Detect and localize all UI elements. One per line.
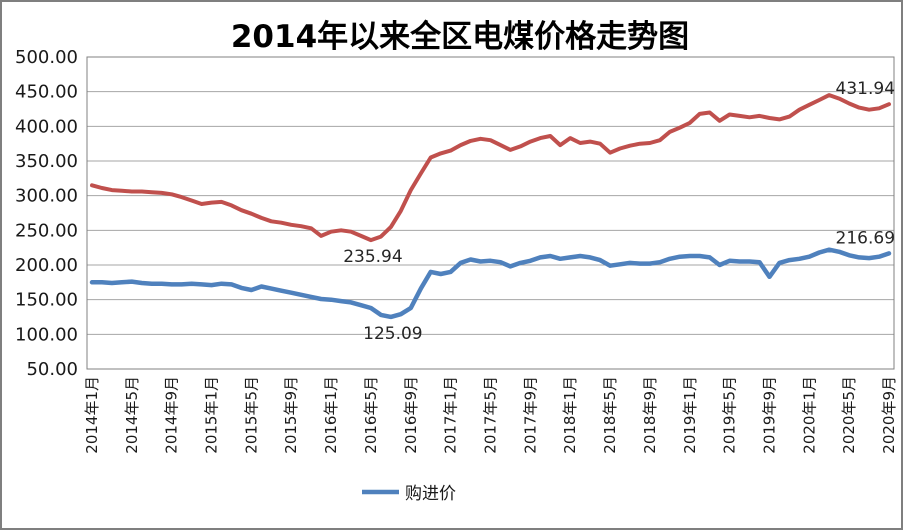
data-label: 125.09 bbox=[363, 324, 422, 344]
data-labels-layer: 235.94 125.09 431.94 216.69 bbox=[343, 79, 895, 344]
y-tick-label: 200.00 bbox=[15, 255, 78, 276]
x-tick-label: 2019年9月 bbox=[760, 376, 778, 454]
y-tick-label: 500.00 bbox=[15, 47, 78, 68]
x-tick-label: 2017年5月 bbox=[482, 376, 500, 454]
x-tick-label: 2015年9月 bbox=[282, 376, 300, 454]
chart-title: 2014年以来全区电煤价格走势图 bbox=[231, 19, 689, 55]
y-tick-label: 450.00 bbox=[15, 82, 78, 103]
x-tick-label: 2018年9月 bbox=[641, 376, 659, 454]
data-label: 235.94 bbox=[343, 247, 402, 267]
x-tick-label: 2016年1月 bbox=[322, 376, 340, 454]
data-label: 431.94 bbox=[836, 79, 895, 99]
y-tick-label: 350.00 bbox=[15, 151, 78, 172]
plot-area-border bbox=[86, 56, 895, 370]
x-tick-label: 2016年9月 bbox=[402, 376, 420, 454]
series-line-0[interactable] bbox=[89, 247, 892, 320]
axis-labels-layer: 500.00 450.00 400.00 350.00 300.00 250.00 200.… bbox=[15, 47, 898, 454]
x-tick-label: 2014年1月 bbox=[83, 376, 101, 454]
y-tick-label: 300.00 bbox=[15, 186, 78, 207]
x-tick-label: 2017年1月 bbox=[442, 376, 460, 454]
x-tick-label: 2019年1月 bbox=[681, 376, 699, 454]
y-tick-label: 100.00 bbox=[15, 324, 78, 345]
x-tick-label: 2020年5月 bbox=[840, 376, 858, 454]
x-tick-label: 2014年9月 bbox=[163, 376, 181, 454]
y-tick-label: 50.00 bbox=[26, 359, 78, 380]
x-tick-label: 2019年5月 bbox=[721, 376, 739, 454]
gridlines-layer bbox=[87, 91, 894, 335]
x-tick-label: 2018年1月 bbox=[561, 376, 579, 454]
x-tick-label: 2014年5月 bbox=[123, 376, 141, 454]
legend-label: 购进价 bbox=[405, 484, 456, 504]
y-tick-label: 250.00 bbox=[15, 220, 78, 241]
x-tick-label: 2015年1月 bbox=[203, 376, 221, 454]
x-tick-label: 2020年9月 bbox=[880, 376, 898, 454]
y-tick-label: 400.00 bbox=[15, 116, 78, 137]
y-tick-label: 150.00 bbox=[15, 290, 78, 311]
x-tick-label: 2017年9月 bbox=[521, 376, 539, 454]
data-label: 216.69 bbox=[836, 228, 895, 248]
x-tick-label: 2020年1月 bbox=[800, 376, 818, 454]
series-line-1[interactable] bbox=[90, 93, 891, 243]
x-tick-label: 2015年5月 bbox=[242, 376, 260, 454]
x-tick-label: 2018年5月 bbox=[601, 376, 619, 454]
x-tick-label: 2016年5月 bbox=[362, 376, 380, 454]
series-layer bbox=[89, 93, 892, 320]
legend[interactable]: 购进价 bbox=[362, 484, 456, 504]
